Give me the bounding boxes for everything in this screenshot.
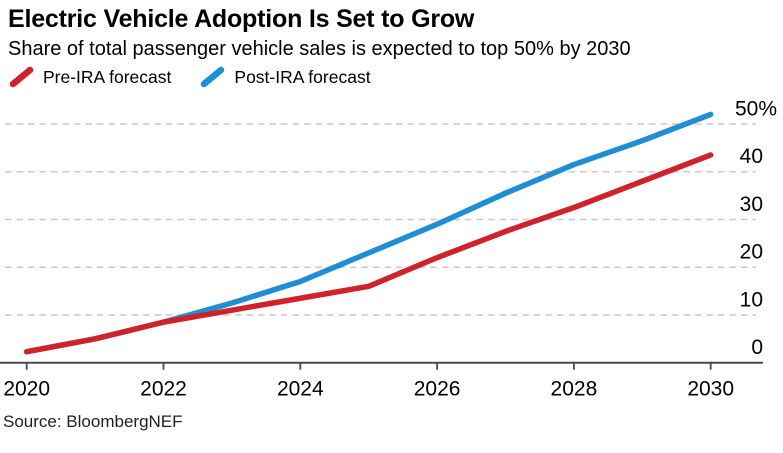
legend-label-post-ira: Post-IRA forecast bbox=[234, 66, 371, 87]
y-axis-label: 50% bbox=[735, 97, 777, 120]
y-axis-label: 40 bbox=[740, 145, 763, 168]
pre-ira-forecast-line bbox=[23, 152, 714, 355]
x-axis-label: 2024 bbox=[277, 378, 324, 401]
line-slash-icon bbox=[201, 66, 225, 88]
x-axis-label: 2030 bbox=[687, 378, 734, 401]
page-title: Electric Vehicle Adoption Is Set to Grow bbox=[8, 5, 475, 33]
line-slash-icon bbox=[9, 66, 34, 88]
legend: Pre-IRA forecast Post-IRA forecast bbox=[8, 65, 371, 89]
post-ira-forecast-line bbox=[23, 111, 714, 355]
y-axis-label: 10 bbox=[740, 288, 763, 311]
x-axis-label: 2028 bbox=[551, 378, 598, 401]
chart-subtitle: Share of total passenger vehicle sales i… bbox=[8, 38, 631, 60]
y-axis-label: 20 bbox=[740, 241, 763, 264]
legend-item-pre-ira: Pre-IRA forecast bbox=[8, 65, 171, 89]
legend-label-pre-ira: Pre-IRA forecast bbox=[43, 66, 172, 87]
x-axis-label: 2022 bbox=[140, 378, 187, 401]
x-axis-label: 2020 bbox=[3, 378, 50, 401]
legend-item-post-ira: Post-IRA forecast bbox=[199, 65, 371, 89]
x-axis-label: 2026 bbox=[414, 378, 461, 401]
y-axis-label: 0 bbox=[751, 336, 763, 359]
y-axis-label: 30 bbox=[740, 193, 763, 216]
source-note: Source: BloombergNEF bbox=[3, 412, 183, 431]
